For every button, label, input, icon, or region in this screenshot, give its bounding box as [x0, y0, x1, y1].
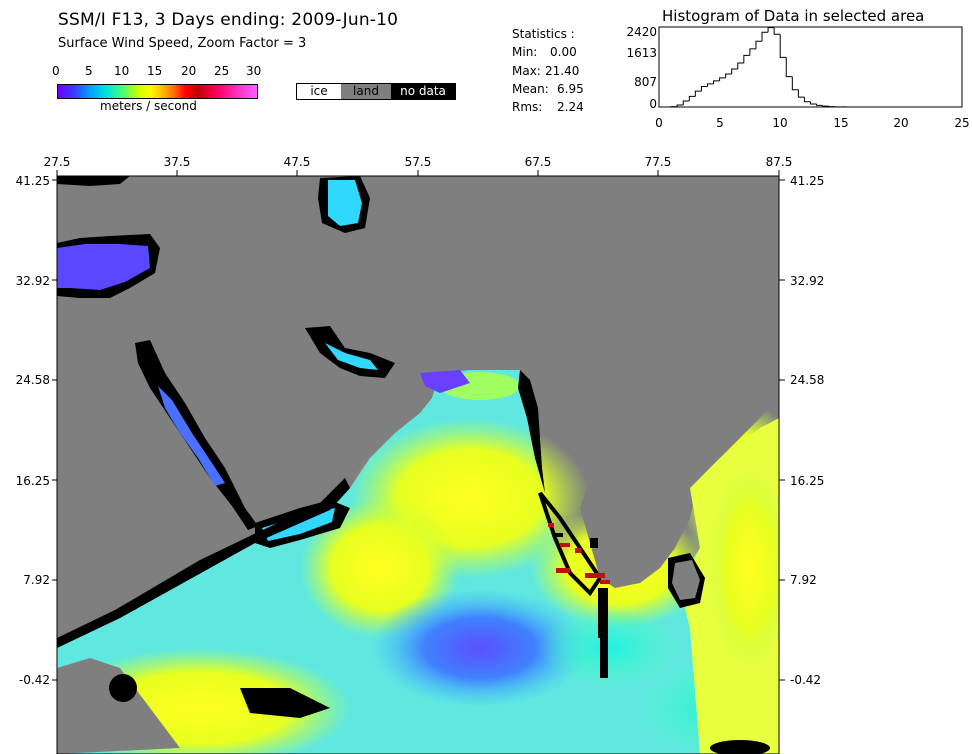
- colorbar-tick: 30: [246, 64, 262, 78]
- stat-rms-label: Rms:: [512, 100, 543, 114]
- histogram-bin: [803, 97, 811, 103]
- latitude-tick: -0.42: [19, 673, 50, 687]
- histogram-bin: [731, 68, 738, 74]
- histogram-bin: [822, 105, 829, 107]
- histogram-x-tick: 0: [655, 116, 663, 130]
- stat-min-value: 0.00: [550, 45, 577, 59]
- histogram-y-tick: 2420: [626, 26, 657, 39]
- histogram-bin: [725, 73, 732, 78]
- histogram-bin: [755, 40, 763, 49]
- histogram-bin: [676, 104, 684, 107]
- red-sea-coast: [135, 340, 258, 530]
- histogram-bin: [706, 83, 714, 87]
- histogram-bin: [810, 101, 817, 105]
- colorbar: [57, 84, 258, 99]
- histogram-bin: [767, 27, 775, 33]
- latitude-tick: 41.25: [790, 174, 824, 188]
- map-raster: [57, 176, 779, 754]
- colorbar-tick: 20: [181, 64, 197, 78]
- legend-ice: ice: [297, 84, 341, 99]
- stat-mean-value: 6.95: [557, 82, 584, 96]
- longitude-tick: 27.5: [44, 155, 71, 169]
- histogram-bin: [694, 90, 702, 97]
- histogram-bin: [816, 104, 823, 106]
- histogram-x-tick: 15: [833, 116, 848, 130]
- histogram-x-tick: 20: [893, 116, 908, 130]
- histogram-bin: [743, 54, 750, 64]
- longitude-tick: 47.5: [284, 155, 311, 169]
- histogram-y-axis: 2420 1613 807 0: [626, 26, 657, 111]
- histogram-bin: [713, 80, 720, 84]
- histogram-bin: [785, 57, 793, 78]
- page-subtitle: Surface Wind Speed, Zoom Factor = 3: [58, 36, 307, 51]
- latitude-labels-right: 41.25 32.92 24.58 16.25 7.92 -0.42: [790, 174, 824, 687]
- stat-mean-label: Mean:: [512, 82, 549, 96]
- legend-land: land: [341, 84, 391, 99]
- histogram-x-axis: 0 5 10 15 20 25: [655, 116, 969, 130]
- legend-no-data: no data: [391, 84, 455, 99]
- stat-rms-value: 2.24: [557, 100, 584, 114]
- histogram-y-tick: 807: [634, 75, 657, 89]
- histogram-bin: [688, 95, 696, 102]
- longitude-tick: 67.5: [525, 155, 552, 169]
- histogram-bin: [719, 77, 726, 81]
- map-frame: [56, 175, 780, 754]
- histogram-y-tick: 1613: [626, 46, 657, 60]
- colorbar-tick: 10: [114, 64, 130, 78]
- latitude-tick: 16.25: [790, 474, 824, 488]
- latitude-labels-left: 41.25 32.92 24.58 16.25 7.92 -0.42: [16, 174, 50, 687]
- latitude-tick: -0.42: [790, 673, 821, 687]
- histogram-bin: [791, 76, 799, 91]
- histogram-bin: [761, 31, 769, 42]
- histogram-x-tick: 10: [772, 116, 787, 130]
- histogram-chart: 2420 1613 807 0 0 5 10 15 20 25: [626, 26, 969, 130]
- histogram-bin: [749, 48, 756, 56]
- longitude-tick: 87.5: [766, 155, 793, 169]
- histogram-bars: [659, 27, 962, 108]
- colorbar-tick: 5: [85, 64, 93, 78]
- latitude-tick: 7.92: [23, 573, 50, 587]
- wind-speed-map: 27.5 37.5 47.5 57.5 67.5 77.5 87.5 41.25…: [16, 155, 824, 754]
- histogram-bin: [682, 100, 690, 106]
- map-tick-marks: [52, 170, 785, 681]
- longitude-tick: 77.5: [645, 155, 672, 169]
- statistics-heading: Statistics :: [512, 27, 575, 41]
- histogram-x-tick: 25: [954, 116, 969, 130]
- stat-min-label: Min:: [512, 45, 538, 59]
- longitude-tick: 57.5: [405, 155, 432, 169]
- latitude-tick: 16.25: [16, 474, 50, 488]
- colorbar-tick: 15: [147, 64, 163, 78]
- histogram-title: Histogram of Data in selected area: [662, 7, 925, 25]
- longitude-tick: 37.5: [164, 155, 191, 169]
- histogram-y-tick: 0: [649, 97, 657, 111]
- histogram-bin: [773, 27, 781, 35]
- longitude-labels: 27.5 37.5 47.5 57.5 67.5 77.5 87.5: [44, 155, 793, 169]
- histogram-bin: [779, 34, 787, 58]
- latitude-tick: 24.58: [790, 373, 824, 387]
- histogram-bin: [737, 62, 744, 69]
- stat-max-value: 21.40: [545, 64, 580, 78]
- latitude-tick: 7.92: [790, 573, 817, 587]
- stat-max-label: Max:: [512, 64, 541, 78]
- latitude-tick: 41.25: [16, 174, 50, 188]
- surface-type-legend: ice land no data: [296, 83, 456, 100]
- colorbar-tick: 25: [214, 64, 230, 78]
- colorbar-tick: 0: [52, 64, 60, 78]
- histogram-x-tick: 5: [716, 116, 724, 130]
- latitude-tick: 24.58: [16, 373, 50, 387]
- colorbar-units: meters / second: [100, 99, 197, 113]
- latitude-tick: 32.92: [790, 274, 824, 288]
- histogram-frame: [658, 26, 963, 108]
- histogram-bin: [700, 86, 708, 92]
- histogram-bin: [797, 89, 805, 98]
- page-title: SSM/I F13, 3 Days ending: 2009-Jun-10: [58, 10, 399, 30]
- red-sea-water: [158, 386, 225, 486]
- latitude-tick: 32.92: [16, 274, 50, 288]
